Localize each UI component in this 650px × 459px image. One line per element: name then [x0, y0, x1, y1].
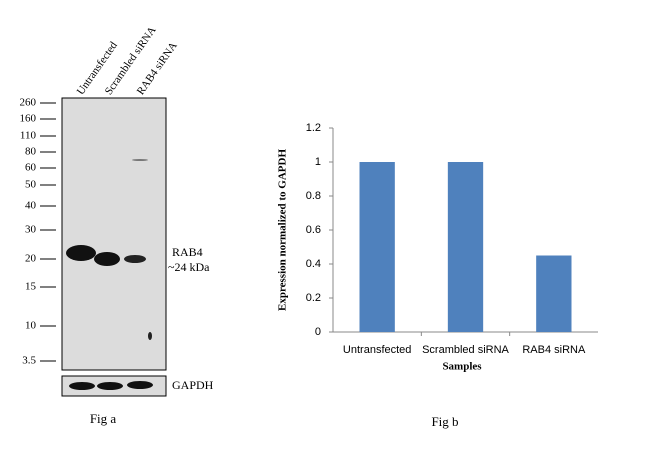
band	[69, 382, 95, 390]
y-tick-label: 0	[315, 326, 321, 338]
marker-label: 20	[25, 253, 37, 265]
marker-label: 110	[20, 130, 37, 142]
marker-label: 15	[25, 281, 37, 293]
x-axis-label: Samples	[442, 361, 482, 373]
marker-label: 60	[25, 162, 37, 174]
band	[148, 332, 152, 340]
caption: Fig b	[431, 414, 458, 429]
marker-label: 50	[25, 179, 37, 191]
y-axis-label: Expression normalized to GAPDH	[277, 149, 289, 311]
y-tick-label: 0.8	[306, 190, 321, 202]
marker-label: 40	[25, 200, 37, 212]
band	[97, 382, 123, 390]
bar	[536, 255, 572, 332]
marker-label: 260	[20, 97, 37, 109]
band-label: RAB4	[172, 245, 203, 259]
marker-label: 30	[25, 224, 37, 236]
bar	[359, 162, 395, 332]
y-tick-label: 0.6	[306, 224, 321, 236]
y-tick-label: 0.4	[306, 258, 321, 270]
y-tick-label: 1.2	[306, 122, 321, 134]
band	[66, 245, 96, 261]
x-tick-label: RAB4 siRNA	[522, 344, 586, 356]
band	[132, 159, 148, 161]
marker-label: 10	[25, 320, 37, 332]
bar	[447, 162, 484, 332]
loading-control-label: GAPDH	[172, 378, 214, 392]
x-tick-label: Scrambled siRNA	[422, 344, 509, 356]
band	[127, 381, 153, 389]
y-tick-label: 0.2	[306, 292, 321, 304]
band-size: ~24 kDa	[168, 260, 210, 274]
marker-label: 160	[20, 113, 37, 125]
y-tick-label: 1	[315, 156, 321, 168]
band	[94, 252, 120, 266]
x-tick-label: Untransfected	[343, 344, 411, 356]
band	[124, 255, 146, 263]
marker-label: 80	[25, 146, 37, 158]
marker-label: 3.5	[22, 355, 36, 367]
caption: Fig a	[90, 411, 117, 426]
blot-membrane	[61, 97, 167, 371]
